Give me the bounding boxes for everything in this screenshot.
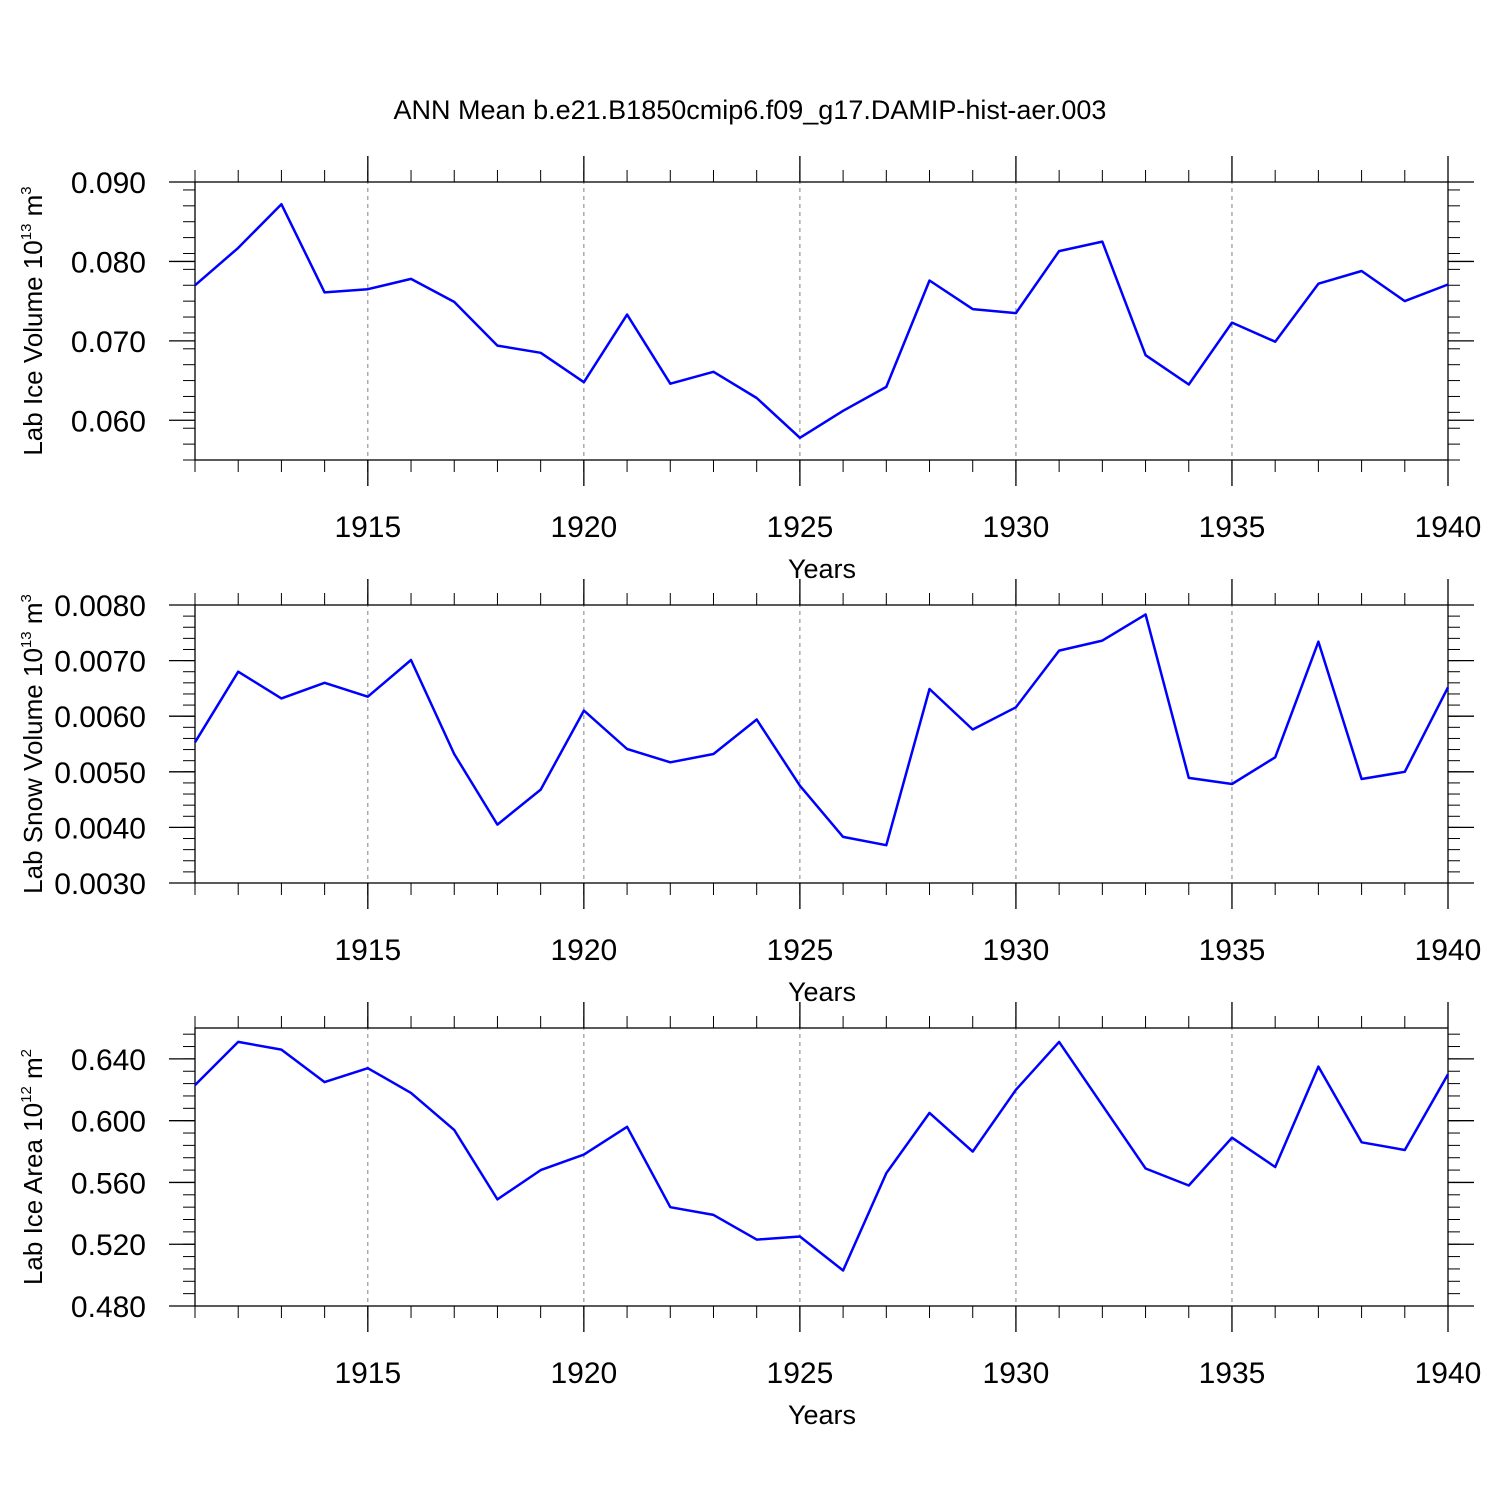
y-axis-label-part: m <box>18 195 48 224</box>
series-line <box>194 202 1449 440</box>
x-tick-label: 1925 <box>767 1357 834 1390</box>
x-tick-label: 1915 <box>334 511 401 544</box>
x-tick-label: 1925 <box>767 511 834 544</box>
x-tick-label: 1920 <box>550 1357 617 1390</box>
y-tick-label: 0.0030 <box>54 868 146 901</box>
x-tick-label: 1935 <box>1199 511 1266 544</box>
y-axis-label-part: Lab Snow Volume 10 <box>18 648 48 894</box>
y-axis-label-part: 12 <box>18 1086 35 1103</box>
y-axis-label-part: 2 <box>18 1049 35 1057</box>
y-tick-label: 0.0050 <box>54 757 146 790</box>
y-tick-label: 0.560 <box>71 1167 146 1200</box>
x-axis-label: Years <box>788 1400 856 1430</box>
y-axis-label-part: 13 <box>18 631 35 648</box>
y-axis-label-part: Lab Ice Volume 10 <box>18 240 48 455</box>
series-line <box>193 613 1450 847</box>
y-tick-label: 0.0070 <box>54 646 146 679</box>
series-line <box>194 1040 1450 1272</box>
x-tick-label: 1940 <box>1415 1357 1482 1390</box>
x-tick-label: 1935 <box>1199 934 1266 967</box>
panel-1: 0.060 0.070 0.080 0.090 1915 1920 1925 1930 1935… <box>18 156 1481 584</box>
y-axis-label-part: Lab Ice Area 10 <box>18 1103 48 1285</box>
y-tick-label: 0.0040 <box>54 812 146 845</box>
y-tick-label: 0.080 <box>71 246 146 279</box>
plot-frame <box>194 1027 1449 1307</box>
y-axis-label-part: 3 <box>18 186 35 194</box>
y-axis-label-part: m <box>18 603 48 632</box>
y-tick-label: 0.090 <box>71 167 146 200</box>
x-tick-label: 1930 <box>983 934 1050 967</box>
y-axis-label: Lab Ice Area 1012 m2 <box>18 1049 48 1285</box>
y-axis-label: Lab Snow Volume 1013 m3 <box>18 594 48 894</box>
x-tick-label: 1920 <box>550 511 617 544</box>
x-tick-label: 1915 <box>334 1357 401 1390</box>
x-tick-label: 1940 <box>1415 511 1482 544</box>
y-tick-label: 0.060 <box>71 405 146 438</box>
y-axis-label-part: m <box>18 1057 48 1086</box>
panel-2: 0.0030 0.0040 0.0050 0.0060 0.0070 0.0080 1915… <box>18 579 1481 1007</box>
y-tick-label: 0.070 <box>71 326 146 359</box>
x-tick-label: 1920 <box>550 934 617 967</box>
y-tick-label: 0.520 <box>71 1229 146 1262</box>
x-axis-label: Years <box>788 977 856 1007</box>
x-tick-label: 1915 <box>334 934 401 967</box>
y-tick-label: 0.600 <box>71 1106 146 1139</box>
x-tick-label: 1925 <box>767 934 834 967</box>
plot-frame <box>194 604 1449 884</box>
y-axis-label-part: 13 <box>18 224 35 241</box>
x-tick-label: 1940 <box>1415 934 1482 967</box>
panel-3: 0.480 0.520 0.560 0.600 0.640 1915 1920 1925 193… <box>18 1002 1481 1430</box>
plot-frame <box>194 181 1449 461</box>
chart-title: ANN Mean b.e21.B1850cmip6.f09_g17.DAMIP-… <box>394 95 1107 125</box>
x-axis-label: Years <box>788 554 856 584</box>
y-tick-label: 0.480 <box>71 1291 146 1324</box>
x-tick-label: 1930 <box>983 511 1050 544</box>
y-axis-label-part: 3 <box>18 594 35 602</box>
x-tick-label: 1930 <box>983 1357 1050 1390</box>
y-tick-label: 0.0080 <box>54 590 146 623</box>
y-tick-label: 0.640 <box>71 1044 146 1077</box>
y-tick-label: 0.0060 <box>54 701 146 734</box>
y-axis-label: Lab Ice Volume 1013 m3 <box>18 186 48 455</box>
x-tick-label: 1935 <box>1199 1357 1266 1390</box>
